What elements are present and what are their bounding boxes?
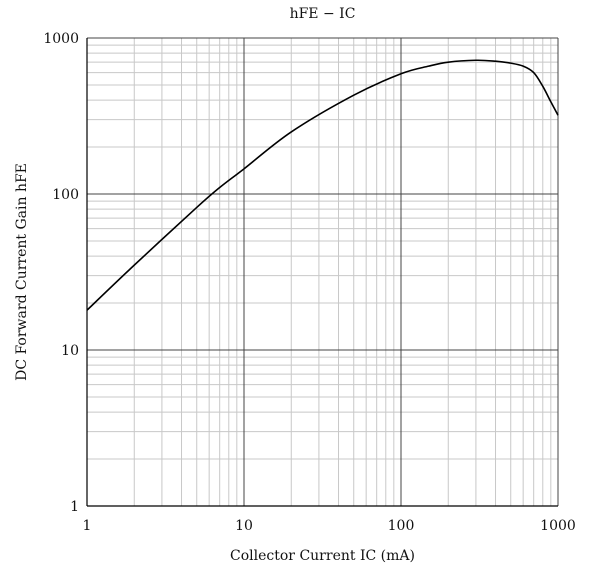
axes (86, 38, 558, 507)
series-line (86, 59, 559, 311)
y-axis-label: DC Forward Current Gain hFE (14, 163, 30, 381)
chart-title: hFE − IC (290, 6, 356, 22)
x-tick-label: 100 (388, 518, 415, 534)
y-tick-label: 1 (70, 499, 79, 515)
x-tick-label: 1000 (540, 518, 576, 534)
x-tick-label: 10 (235, 518, 253, 534)
x-tick-labels: 1 10 100 1000 (83, 518, 576, 534)
grid (86, 37, 559, 507)
x-axis-label: Collector Current IC (mA) (230, 548, 415, 564)
y-tick-labels: 1 10 100 1000 (43, 31, 79, 515)
x-tick-label: 1 (83, 518, 92, 534)
y-tick-label: 100 (52, 187, 79, 203)
y-tick-label: 10 (61, 343, 79, 359)
y-tick-label: 1000 (43, 31, 79, 47)
